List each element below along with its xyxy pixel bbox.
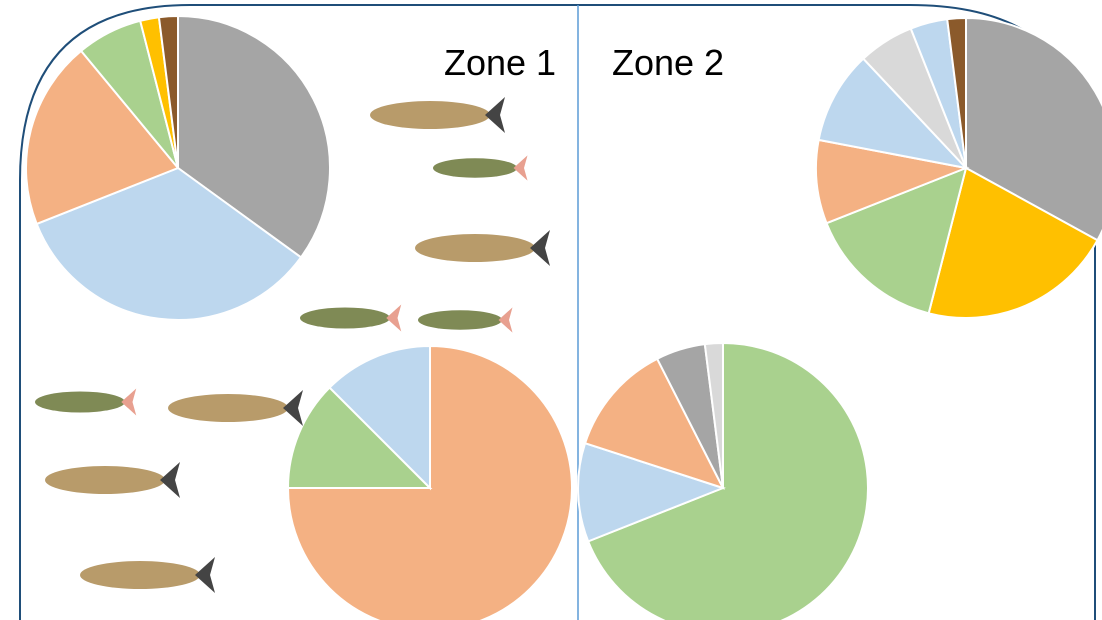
pie-slice (328, 344, 431, 491)
fish (433, 155, 528, 181)
pie-slice (577, 441, 726, 543)
pie-slice (946, 16, 967, 169)
pie-slice (583, 357, 725, 490)
pie-slice (157, 14, 179, 169)
pie-slice (586, 341, 869, 620)
zone-label: Zone 1 (444, 42, 556, 83)
pie-slice (703, 341, 724, 489)
fish (415, 230, 550, 266)
pie-slice (35, 166, 303, 321)
pie-slice (177, 14, 331, 259)
fish (370, 97, 505, 133)
fish (80, 557, 215, 593)
fish (300, 304, 402, 332)
pie-slice (927, 166, 1099, 319)
pie-slice (965, 16, 1102, 242)
pie-slice (286, 344, 573, 620)
pie-slice (825, 166, 968, 315)
zone-label: Zone 2 (612, 42, 724, 83)
pie-slice (815, 138, 970, 225)
fish (45, 462, 180, 498)
fish (168, 390, 303, 426)
fish (418, 307, 513, 333)
pie-slice (286, 386, 433, 489)
pie-slice (25, 49, 180, 226)
fish-group (35, 97, 550, 593)
fish (35, 388, 137, 416)
pie-slice (817, 57, 969, 170)
